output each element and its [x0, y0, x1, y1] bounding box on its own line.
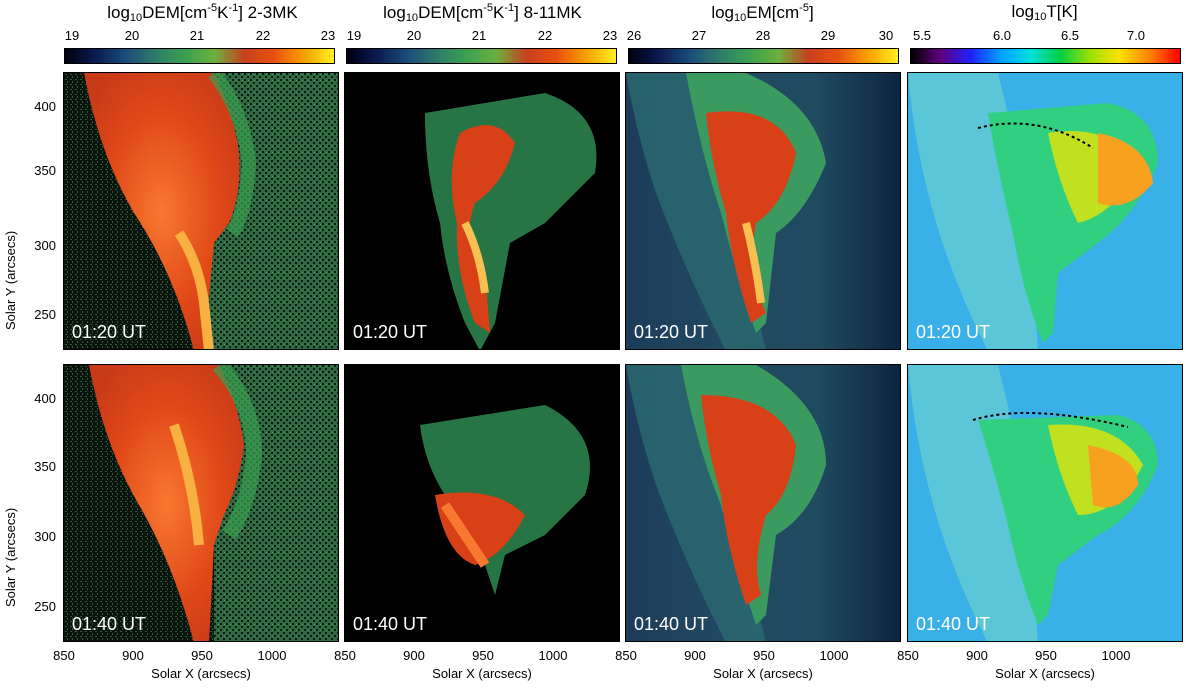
image-temperature: [908, 365, 1158, 641]
image-dem-8-11mk: [425, 93, 597, 349]
panel-em-0140: 01:40 UT: [625, 364, 901, 642]
x-tick: 1000: [1101, 648, 1131, 663]
cb1-tick: 23: [320, 28, 336, 43]
cb1-tick: 21: [189, 28, 205, 43]
timestamp-label: 01:20 UT: [353, 322, 428, 342]
x-tick: 950: [191, 648, 213, 663]
cb2-tick: 23: [602, 28, 618, 43]
x-tick: 1000: [538, 648, 568, 663]
y-tick: 250: [34, 307, 56, 322]
cb4-tick: 6.5: [1060, 28, 1080, 43]
timestamp-label: 01:40 UT: [353, 614, 428, 634]
y-tick: 300: [34, 529, 56, 544]
colorbar-temperature: [910, 48, 1181, 64]
cb2-tick: 19: [346, 28, 362, 43]
colorbar-dem-2-3mk: [64, 48, 335, 64]
x-tick: 900: [684, 648, 706, 663]
x-tick: 950: [753, 648, 775, 663]
colorbar-title-temperature: log10T[K]: [1011, 2, 1078, 23]
timestamp-label: 01:20 UT: [634, 322, 709, 342]
x-tick: 950: [1035, 648, 1057, 663]
y-tick: 350: [34, 163, 56, 178]
timestamp-label: 01:20 UT: [916, 322, 991, 342]
y-tick: 400: [34, 391, 56, 406]
cb4-tick: 5.5: [912, 28, 932, 43]
x-tick: 950: [472, 648, 494, 663]
cb3-tick: 28: [755, 28, 771, 43]
timestamp-label: 01:40 UT: [634, 614, 709, 634]
cb4-tick: 7.0: [1126, 28, 1146, 43]
y-tick: 250: [34, 599, 56, 614]
x-tick: 850: [53, 648, 75, 663]
cb3-tick: 26: [626, 28, 642, 43]
panel-dem-2-3mk-0140: 01:40 UT: [63, 364, 339, 642]
timestamp-label: 01:20 UT: [72, 322, 147, 342]
image-temperature: [908, 73, 1158, 349]
dotted-line-annotation: [972, 411, 1129, 428]
panel-dem-8-11mk-0140: 01:40 UT: [344, 364, 620, 642]
panel-temperature-0120: 01:20 UT: [907, 72, 1183, 350]
y-tick: 350: [34, 459, 56, 474]
image-dem-2-3mk: [64, 365, 338, 641]
colorbar-title-em: log10EM[cm-5]: [711, 2, 814, 24]
panel-dem-2-3mk-0120: 01:20 UT: [63, 72, 339, 350]
x-axis-label: Solar X (arcsecs): [151, 666, 251, 681]
cb1-tick: 22: [255, 28, 271, 43]
panel-temperature-0140: 01:40 UT: [907, 364, 1183, 642]
cb1-tick: 20: [124, 28, 140, 43]
image-dem-8-11mk: [420, 405, 590, 595]
timestamp-label: 01:40 UT: [72, 614, 147, 634]
x-tick: 900: [122, 648, 144, 663]
x-tick: 900: [966, 648, 988, 663]
colorbar-em: [628, 48, 899, 64]
dotted-line-annotation: [977, 122, 1094, 149]
x-tick: 1000: [257, 648, 287, 663]
x-tick: 1000: [819, 648, 849, 663]
cb4-tick: 6.0: [992, 28, 1012, 43]
y-tick: 300: [34, 238, 56, 253]
timestamp-label: 01:40 UT: [916, 614, 991, 634]
x-tick: 850: [615, 648, 637, 663]
image-em: [626, 73, 826, 349]
image-dem-2-3mk: [64, 73, 338, 349]
cb2-tick: 20: [406, 28, 422, 43]
cb1-tick: 19: [64, 28, 80, 43]
x-tick: 850: [334, 648, 356, 663]
colorbar-dem-8-11mk: [346, 48, 617, 64]
x-tick: 850: [897, 648, 919, 663]
cb3-tick: 30: [878, 28, 894, 43]
cb3-tick: 29: [820, 28, 836, 43]
image-em: [626, 365, 826, 641]
colorbar-title-dem-2-3mk: log10DEM[cm-5K-1] 2-3MK: [107, 2, 298, 24]
cb2-tick: 22: [537, 28, 553, 43]
colorbar-title-dem-8-11mk: log10DEM[cm-5K-1] 8-11MK: [383, 2, 582, 24]
panel-dem-8-11mk-0120: 01:20 UT: [344, 72, 620, 350]
x-axis-label: Solar X (arcsecs): [995, 666, 1095, 681]
x-axis-label: Solar X (arcsecs): [432, 666, 532, 681]
panel-em-0120: 01:20 UT: [625, 72, 901, 350]
cb3-tick: 27: [691, 28, 707, 43]
cb2-tick: 21: [471, 28, 487, 43]
y-axis-label-bottom: Solar Y (arcsecs): [3, 507, 18, 607]
y-axis-label-top: Solar Y (arcsecs): [3, 230, 18, 330]
y-tick: 400: [34, 99, 56, 114]
x-tick: 900: [403, 648, 425, 663]
x-axis-label: Solar X (arcsecs): [713, 666, 813, 681]
